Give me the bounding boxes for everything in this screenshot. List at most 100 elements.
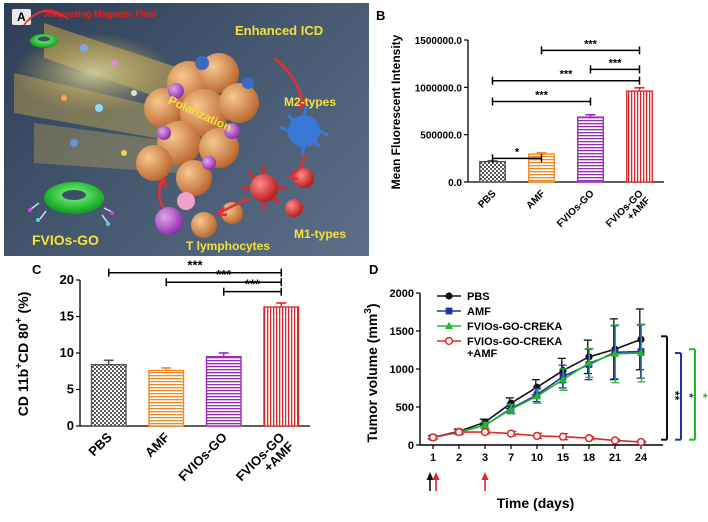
treatment-arrow-head xyxy=(481,472,489,480)
legend-label: AMF xyxy=(467,306,491,318)
treatment-arrow-head xyxy=(432,472,440,480)
category-label: FVIOs-GO+AMF xyxy=(604,188,653,230)
y-tick-label: 0 xyxy=(408,440,414,452)
significance-label: * xyxy=(696,393,708,398)
ylabel-sup: + xyxy=(14,317,25,323)
x-tick-label: 24 xyxy=(635,452,648,464)
x-axis-label: Time (days) xyxy=(497,495,575,511)
panel-a-drawing xyxy=(14,9,329,238)
data-point xyxy=(559,375,567,383)
y-axis-label-text: Tumor volume (mm3) xyxy=(363,303,380,442)
icd-label: Enhanced ICD xyxy=(235,23,324,38)
category-label-line: FVIOs-GO xyxy=(175,430,230,485)
significance-label: * xyxy=(682,393,696,398)
bar xyxy=(263,306,300,427)
category-label: AMF xyxy=(525,188,548,211)
nanoparticles xyxy=(61,44,137,156)
category-label-line: AMF xyxy=(142,429,173,460)
significance-label: * xyxy=(515,146,520,158)
y-tick-label: 15 xyxy=(60,309,74,324)
legend-label: FVIOs-GO-CREKA xyxy=(467,321,562,333)
panel-a-illustration: A xyxy=(4,3,369,256)
bar xyxy=(90,363,127,427)
panel-d-label: D xyxy=(369,262,379,277)
panel-c: C 0 5 10 15 20 PBS AMF FVIOs-GO FVIOs-GO +AMF *** *… xyxy=(0,258,355,517)
significance-label: *** xyxy=(535,90,549,102)
data-point xyxy=(428,433,438,442)
category-label: PBS xyxy=(476,188,499,211)
data-point xyxy=(584,434,594,443)
data-point xyxy=(445,292,453,300)
y-tick-label: 1000 xyxy=(390,364,414,376)
process-arrows xyxy=(157,57,308,217)
category-label: AMF xyxy=(142,429,173,460)
bar xyxy=(626,90,653,183)
panel-d-chart: 0 500 1000 1500 2000 1 2 3 7 10 15 18 21 24 Time (days… xyxy=(363,288,708,511)
data-point xyxy=(444,336,454,346)
data-point xyxy=(558,432,568,441)
x-tick-label: 15 xyxy=(557,452,569,464)
data-point xyxy=(585,358,593,366)
bar xyxy=(148,369,185,427)
t-lymphocytes-label: T lymphocytes xyxy=(186,239,271,253)
ylabel-part: (%) xyxy=(15,292,31,318)
y-tick-label: 1500000.0 xyxy=(415,36,463,47)
ylabel-part: CD 11b xyxy=(15,369,31,416)
legend-label: PBS xyxy=(467,291,490,303)
data-point xyxy=(480,427,490,437)
panel-c-chart: 0 5 10 15 20 PBS AMF FVIOs-GO FVIOs-GO+AMF *** ***… xyxy=(14,258,310,485)
m1-macrophages xyxy=(242,166,314,217)
data-point xyxy=(445,321,453,329)
y-tick-label: 500000.0 xyxy=(420,131,462,142)
category-label: FVIOs-GO+AMF xyxy=(233,430,297,485)
category-label: PBS xyxy=(85,429,115,459)
y-tick-label: 1000000.0 xyxy=(415,83,463,94)
y-tick-label: 500 xyxy=(396,402,414,414)
panel-d: D 0 500 1000 1500 2000 1 2 3 7 10 15 18 21 24 Time (da… xyxy=(355,258,708,517)
y-axis-label: CD 11b+CD 80+ (%) xyxy=(14,292,31,417)
bar xyxy=(479,160,506,183)
category-label-line: FVIOs-GO xyxy=(555,188,597,230)
category-label-line: PBS xyxy=(476,188,499,211)
y-tick-label: 0.0 xyxy=(448,178,462,189)
bar xyxy=(205,355,242,427)
t-lymphocytes xyxy=(155,192,243,238)
y-tick-label: 5 xyxy=(67,382,74,397)
tumor-cluster xyxy=(136,53,259,196)
m1-label: M1-types xyxy=(294,227,347,241)
y-axis-label: Tumor volume (mm3) xyxy=(363,303,380,442)
data-point xyxy=(637,348,645,357)
y-tick-label: 20 xyxy=(60,272,74,287)
data-point xyxy=(506,429,516,438)
x-tick-label: 18 xyxy=(583,452,595,464)
significance-label-text: * xyxy=(696,393,708,398)
data-point xyxy=(636,437,646,447)
legend-label: FVIOs-GO-CREKA xyxy=(467,336,562,348)
panel-a-label: A xyxy=(12,9,31,25)
data-point xyxy=(445,307,453,315)
data-point xyxy=(610,436,620,445)
data-point xyxy=(532,431,542,441)
data-point xyxy=(611,349,619,357)
bar xyxy=(577,116,604,183)
y-tick-label: 0 xyxy=(67,418,74,433)
category-label: FVIOs-GO xyxy=(555,188,597,230)
significance-label: *** xyxy=(216,267,232,282)
category-label: FVIOs-GO xyxy=(175,430,230,485)
category-label-line: PBS xyxy=(85,429,115,459)
m2-macrophage xyxy=(279,106,329,156)
ylabel-sup: + xyxy=(14,363,25,369)
x-tick-label: 10 xyxy=(531,452,543,464)
data-point xyxy=(454,427,464,437)
fvios-go-label: FVIOs-GO xyxy=(32,232,99,248)
ylabel-part: ) xyxy=(364,303,380,308)
data-point xyxy=(533,392,541,400)
x-tick-label: 1 xyxy=(430,452,436,464)
significance-label: *** xyxy=(245,277,261,292)
magnetic-field-arcs xyxy=(23,9,69,26)
category-label-line: AMF xyxy=(525,188,548,211)
legend-label: +AMF xyxy=(467,348,498,360)
data-point xyxy=(481,421,489,429)
significance-label: *** xyxy=(609,57,623,69)
panel-b: B 0.0 500000.0 1000000.0 1500000.0 PBS AMF FVI… xyxy=(370,0,708,258)
